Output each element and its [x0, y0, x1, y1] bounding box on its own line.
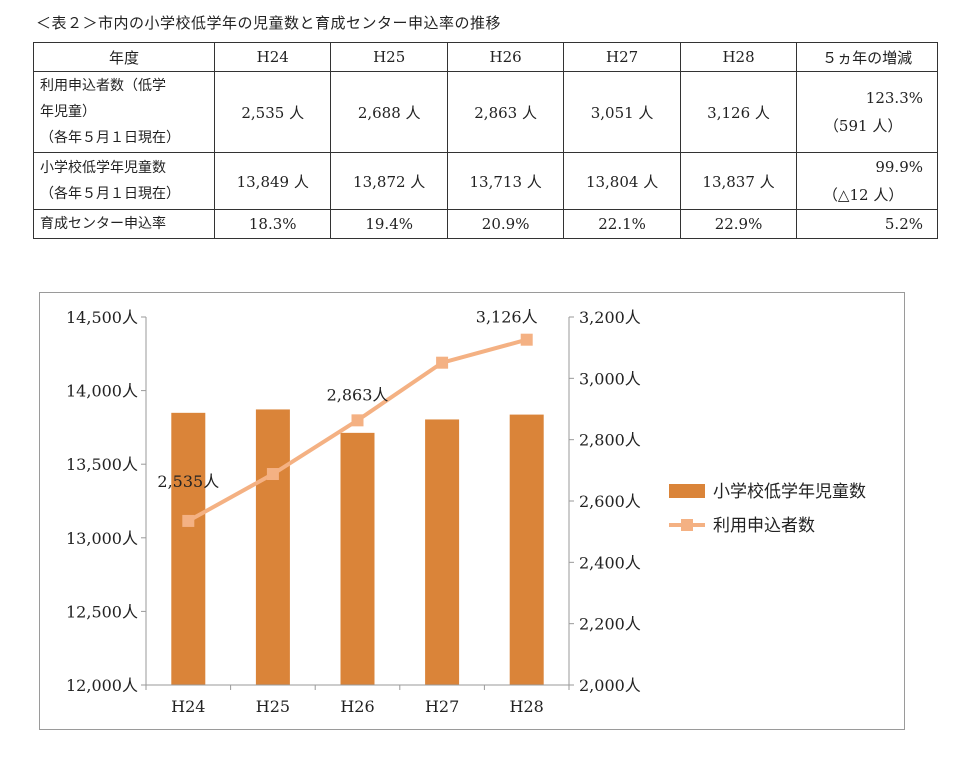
- left-tick-label: 12,000人: [66, 676, 138, 695]
- row-label-line: 小学校低学年児童数: [40, 160, 166, 176]
- bar-h25: [255, 409, 290, 685]
- chart-frame: 12,000人 12,500人 13,000人 13,500人 14,000人 14,50…: [39, 292, 905, 730]
- table-cell: 2,688 人: [330, 71, 448, 153]
- row-label-line: （各年５月１日現在）: [40, 186, 180, 202]
- header-h27: H27: [563, 42, 681, 72]
- table-row: 利用申込者数（低学 年児童） （各年５月１日現在） 2,535 人 2,688 …: [33, 71, 938, 153]
- left-tick-label: 14,500人: [66, 308, 138, 327]
- bar-h24: [171, 412, 206, 685]
- table-cell: 2,863 人: [446, 71, 565, 153]
- legend-swatch-marker: [681, 519, 693, 531]
- header-h28: H28: [679, 42, 798, 72]
- data-label: 2,863人: [327, 385, 389, 404]
- table-cell: 22.1%: [563, 209, 681, 239]
- row-label-line: 育成センター申込率: [40, 216, 166, 232]
- table-cell: 20.9%: [446, 209, 565, 239]
- change-cell: 123.3% （591 人）: [796, 71, 938, 153]
- row-label: 育成センター申込率: [33, 209, 215, 239]
- header-five-year-change: ５ヵ年の増減: [796, 42, 938, 72]
- table-cell: 13,713 人: [446, 152, 565, 210]
- x-tick-label: H28: [510, 697, 544, 716]
- row-label: 利用申込者数（低学 年児童） （各年５月１日現在）: [33, 71, 215, 153]
- table-cell: 2,535 人: [213, 71, 332, 153]
- change-count: （△12 人）: [822, 186, 904, 204]
- right-tick-label: 2,400人: [579, 553, 641, 572]
- table-cell: 3,126 人: [679, 71, 798, 153]
- right-tick-label: 3,200人: [579, 308, 641, 327]
- table-cell: 3,051 人: [563, 71, 681, 153]
- legend-label-bar: 小学校低学年児童数: [713, 482, 866, 502]
- change-rate: 5.2%: [884, 215, 923, 233]
- data-label: 3,126人: [476, 308, 538, 327]
- line-point-h27: [436, 356, 449, 369]
- bar-h26: [340, 432, 375, 685]
- line-point-h28: [520, 333, 533, 346]
- right-tick-label: 2,600人: [579, 492, 641, 511]
- right-tick-label: 2,200人: [579, 615, 641, 634]
- row-label-line: 利用申込者数（低学: [40, 78, 166, 94]
- line-point-h26: [351, 414, 364, 427]
- left-tick-label: 12,500人: [66, 602, 138, 621]
- change-cell: 5.2%: [796, 209, 938, 239]
- x-tick-label: H26: [340, 697, 374, 716]
- table-row: 育成センター申込率 18.3% 19.4% 20.9% 22.1% 22.9% …: [33, 209, 938, 239]
- combo-chart: 12,000人 12,500人 13,000人 13,500人 14,000人 14,50…: [66, 308, 866, 716]
- left-tick-label: 13,000人: [66, 529, 138, 548]
- x-tick-label: H25: [256, 697, 290, 716]
- legend-label-line: 利用申込者数: [713, 516, 815, 536]
- table-cell: 18.3%: [213, 209, 332, 239]
- change-rate: 99.9%: [875, 158, 923, 176]
- table-cell: 13,849 人: [213, 152, 332, 210]
- change-count: （591 人）: [823, 117, 903, 135]
- table-cell: 13,837 人: [679, 152, 798, 210]
- bar-h27: [425, 419, 460, 685]
- table-caption: ＜表２＞市内の小学校低学年の児童数と育成センター申込率の推移: [36, 14, 502, 32]
- header-h25: H25: [330, 42, 448, 72]
- left-tick-label: 13,500人: [66, 455, 138, 474]
- line-point-h24: [182, 514, 195, 527]
- x-tick-label: H27: [425, 697, 459, 716]
- table-header-row: 年度 H24 H25 H26 H27 H28 ５ヵ年の増減: [33, 42, 938, 72]
- left-tick-label: 14,000人: [66, 382, 138, 401]
- x-tick-label: H24: [171, 697, 205, 716]
- change-cell: 99.9% （△12 人）: [796, 152, 938, 210]
- row-label-line: （各年５月１日現在）: [40, 130, 180, 146]
- bar-h28: [509, 414, 544, 685]
- right-tick-label: 2,000人: [579, 676, 641, 695]
- table-row: 小学校低学年児童数 （各年５月１日現在） 13,849 人 13,872 人 1…: [33, 152, 938, 210]
- table-cell: 19.4%: [330, 209, 448, 239]
- header-h24: H24: [213, 42, 332, 72]
- table-cell: 13,804 人: [563, 152, 681, 210]
- header-h26: H26: [446, 42, 565, 72]
- statistics-table: 年度 H24 H25 H26 H27 H28 ５ヵ年の増減 利用申込者数（低学 …: [33, 42, 938, 239]
- right-tick-label: 3,000人: [579, 369, 641, 388]
- right-tick-label: 2,800人: [579, 431, 641, 450]
- change-rate: 123.3%: [865, 89, 923, 107]
- row-label: 小学校低学年児童数 （各年５月１日現在）: [33, 152, 215, 210]
- line-point-h25: [266, 468, 279, 481]
- data-label: 2,535人: [157, 472, 219, 491]
- table-cell: 13,872 人: [330, 152, 448, 210]
- legend-swatch-bar: [669, 484, 705, 498]
- row-label-line: 年児童）: [40, 104, 96, 120]
- header-year: 年度: [33, 42, 215, 72]
- table-cell: 22.9%: [679, 209, 798, 239]
